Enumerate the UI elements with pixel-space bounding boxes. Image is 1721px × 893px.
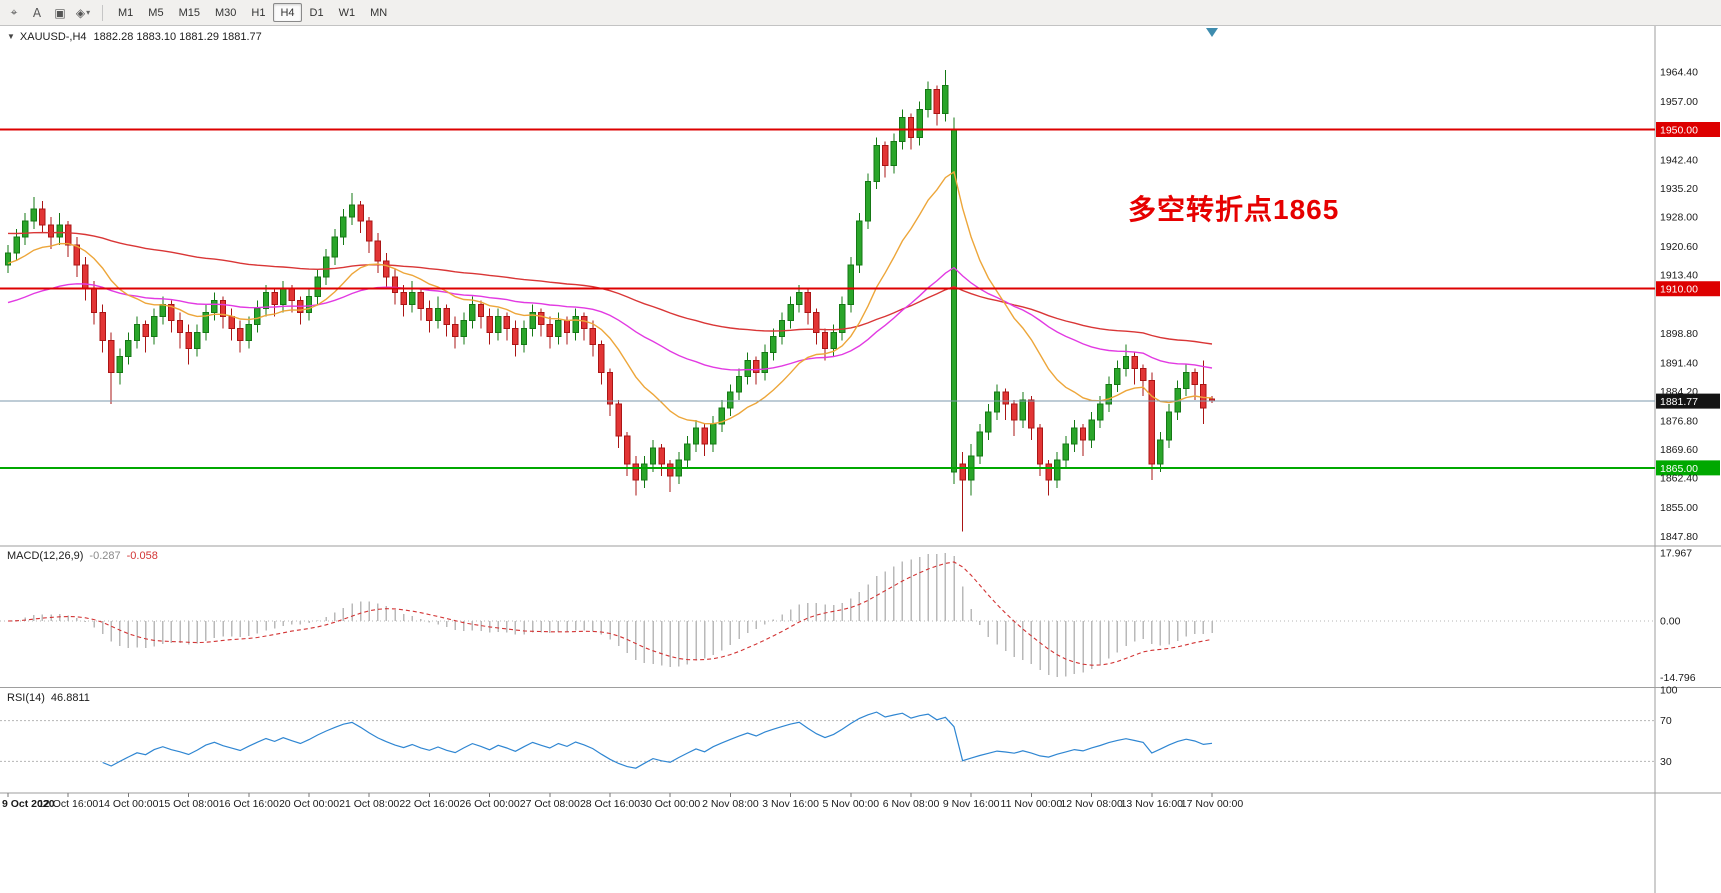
price-tick-label: 1855.00 <box>1660 502 1698 514</box>
rsi-value: 46.8811 <box>50 692 90 704</box>
time-label: 13 Nov 16:00 <box>1121 798 1184 810</box>
toolbar: ⌖ A ▣ ◈ ▾ M1 M5 M15 M30 H1 H4 D1 W1 MN <box>0 0 1721 26</box>
svg-text:1950.00: 1950.00 <box>1660 125 1698 137</box>
crosshair-icon: ⌖ <box>10 5 18 19</box>
ma-medium-line <box>7 266 1213 371</box>
macd-signal-line <box>7 561 1213 666</box>
price-tick-label: 1869.60 <box>1660 444 1698 456</box>
ma-fast-line <box>7 170 1213 425</box>
macd-name: MACD(12,26,9) <box>7 550 84 562</box>
time-label: 9 Oct 2020 <box>2 798 55 810</box>
timeframe-button-d1[interactable]: D1 <box>309 6 324 19</box>
svg-text:1881.77: 1881.77 <box>1660 396 1698 408</box>
price-tick-label: 1913.40 <box>1660 270 1698 282</box>
text-tool-icon: A <box>32 5 42 20</box>
time-label: 12 Nov 08:00 <box>1060 798 1123 810</box>
crosshair-tool-button[interactable]: ⌖ <box>3 2 25 23</box>
rsi-axis-label: 100 <box>1660 685 1678 697</box>
price-badge: 1950.00 <box>1656 122 1720 138</box>
rsi-line <box>102 711 1213 769</box>
macd-axis-min: -14.796 <box>1660 672 1696 684</box>
time-label: 27 Oct 08:00 <box>520 798 580 810</box>
chart-canvas[interactable]: 1950.00 1910.00 1865.00 1881.77 1964.40 1957.… <box>0 26 1721 893</box>
price-tick-label: 1884.20 <box>1660 386 1698 398</box>
rsi-indicator-label: RSI(14) 46.8811 <box>7 692 90 704</box>
dropdown-caret-icon: ▾ <box>86 8 91 17</box>
macd-axis-max: 17.967 <box>1660 548 1692 560</box>
candles <box>4 69 1216 532</box>
time-label: 11 Nov 00:00 <box>1001 798 1063 810</box>
chart-dropdown-icon[interactable]: ▼ <box>7 32 15 41</box>
time-label: 12 Oct 16:00 <box>38 798 98 810</box>
time-label: 9 Nov 16:00 <box>943 798 1000 810</box>
time-label: 2 Nov 08:00 <box>702 798 759 810</box>
time-label: 6 Nov 08:00 <box>883 798 940 810</box>
time-label: 21 Oct 08:00 <box>339 798 399 810</box>
price-tick-label: 1876.80 <box>1660 415 1698 427</box>
price-tick-label: 1920.60 <box>1660 241 1698 253</box>
time-label: 16 Oct 16:00 <box>219 798 279 810</box>
time-label: 22 Oct 16:00 <box>399 798 459 810</box>
price-tick-label: 1942.40 <box>1660 154 1698 166</box>
time-label: 5 Nov 00:00 <box>822 798 879 810</box>
timeframe-button-mn[interactable]: MN <box>370 6 388 19</box>
chart-annotation[interactable]: 多空转折点1865 <box>1128 194 1340 225</box>
chart-ohlc-values: 1882.28 1883.10 1881.29 1881.77 <box>93 31 262 43</box>
price-badge: 1881.77 <box>1656 393 1720 409</box>
time-label: 20 Oct 00:00 <box>279 798 339 810</box>
timeframe-button-h1[interactable]: H1 <box>251 6 266 19</box>
price-tick-label: 1847.80 <box>1660 531 1698 543</box>
text-tool-button[interactable]: A <box>26 2 48 23</box>
label-tool-button[interactable]: ▣ <box>49 2 71 23</box>
macd-axis-zero: 0.00 <box>1660 616 1681 628</box>
label-tool-icon: ▣ <box>54 5 66 20</box>
rsi-axis-label: 70 <box>1660 715 1672 727</box>
macd-histogram <box>15 553 1213 677</box>
timeframe-button-m30[interactable]: M30 <box>214 6 237 19</box>
timeframe-button-m5[interactable]: M5 <box>148 6 164 19</box>
chart-title: ▼ XAUUSD-,H4 1882.28 1883.10 1881.29 1881.… <box>7 31 262 43</box>
timeframe-button-m15[interactable]: M15 <box>178 6 200 19</box>
chart-symbol-period: XAUUSD-,H4 <box>19 31 87 43</box>
macd-signal-value: -0.058 <box>126 550 158 562</box>
chart-window: 1950.00 1910.00 1865.00 1881.77 1964.40 1957.… <box>0 26 1721 893</box>
time-label: 26 Oct 00:00 <box>460 798 520 810</box>
price-tick-label: 1957.00 <box>1660 96 1698 108</box>
time-label: 17 Nov 00:00 <box>1181 798 1244 810</box>
time-label: 28 Oct 16:00 <box>580 798 640 810</box>
timeframe-button-m1[interactable]: M1 <box>118 6 134 19</box>
macd-main-value: -0.287 <box>89 550 121 562</box>
shapes-icon: ◈ <box>75 5 86 20</box>
price-tick-label: 1891.40 <box>1660 357 1698 369</box>
time-label: 14 Oct 00:00 <box>98 798 158 810</box>
price-tick-label: 1928.00 <box>1660 212 1698 224</box>
price-tick-label: 1964.40 <box>1660 67 1698 79</box>
rsi-name: RSI(14) <box>7 692 45 704</box>
price-tick-label: 1935.20 <box>1660 183 1698 195</box>
shapes-tool-button[interactable]: ◈ ▾ <box>72 2 94 23</box>
svg-text:1910.00: 1910.00 <box>1660 284 1698 296</box>
price-badge: 1910.00 <box>1656 281 1720 297</box>
toolbar-separator <box>102 4 103 21</box>
time-label: 3 Nov 16:00 <box>762 798 819 810</box>
price-tick-label: 1898.80 <box>1660 328 1698 340</box>
macd-indicator-label: MACD(12,26,9) -0.287 -0.058 <box>7 550 158 562</box>
chart-shift-marker <box>1206 28 1218 37</box>
price-tick-label: 1862.40 <box>1660 473 1698 485</box>
timeframe-button-h4[interactable]: H4 <box>273 3 302 22</box>
timeframe-button-w1[interactable]: W1 <box>338 6 356 19</box>
price-badge: 1865.00 <box>1656 460 1720 476</box>
time-label: 15 Oct 08:00 <box>159 798 219 810</box>
time-label: 30 Oct 00:00 <box>640 798 700 810</box>
svg-text:1865.00: 1865.00 <box>1660 463 1698 475</box>
rsi-axis-label: 30 <box>1660 756 1672 768</box>
